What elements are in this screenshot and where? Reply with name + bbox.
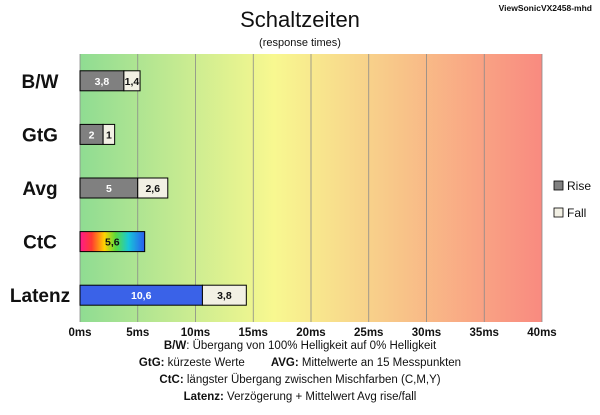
chart-title: Schaltzeiten — [240, 7, 360, 32]
footnote-gtg-text: kürzeste Werte — [164, 357, 245, 369]
corner-label: ViewSonicVX2458-mhd — [499, 3, 592, 13]
x-tick-label-20: 20ms — [296, 327, 325, 339]
footnote-bw-key: B/W — [163, 340, 187, 352]
footnote-gtg-avg: GtG: kürzeste Werte AVG: Mittelwerte an 1… — [0, 357, 600, 369]
x-tick-label-35: 35ms — [470, 327, 499, 339]
category-label-gtg: GtG — [22, 125, 58, 146]
bar-avg-fall — [137, 177, 169, 199]
footnote-avg-text: Mittelwerte an 15 Messpunkten — [298, 357, 462, 369]
bar-layer: 3,8 1,4 2 1 5 2,6 5,6 10,6 3,8 — [79, 70, 247, 306]
footnote-gtg-key: GtG: — [138, 357, 165, 369]
footnote-bw: B/W: Übergang von 100% Helligkeit auf 0%… — [0, 340, 600, 352]
data-label-b-w-fall: 1,4 — [125, 76, 140, 88]
category-label-b-w: B/W — [22, 72, 59, 93]
bar-latenz-fall — [201, 284, 247, 306]
legend-label-rise: Rise — [567, 179, 591, 193]
x-tick-label-30: 30ms — [412, 327, 441, 339]
tick-label-layer: 0ms 5ms 10ms 15ms 20ms 25ms 30ms 35ms 40ms — [68, 327, 556, 339]
category-label-latenz: Latenz — [10, 286, 70, 307]
data-label-gtg-rise: 2 — [89, 129, 95, 141]
x-tick-label-10: 10ms — [181, 327, 210, 339]
x-tick-label-0: 0ms — [68, 327, 91, 339]
data-label-latenz-rise: 10,6 — [131, 290, 152, 302]
legend-swatch-fall — [553, 207, 564, 218]
category-label-avg: Avg — [22, 179, 57, 200]
x-tick-label-5: 5ms — [126, 327, 149, 339]
category-label-ctc: CtC — [23, 233, 57, 254]
footnote-ctc-text: längster Übergang zwischen Mischfarben (… — [183, 374, 441, 386]
legend: Rise Fall — [553, 179, 591, 220]
bar-gtg-fall — [102, 123, 116, 145]
bar-ctc-rise — [79, 231, 146, 253]
legend-swatch-rise — [553, 180, 564, 191]
footnote-ctc: CtC: längster Übergang zwischen Mischfar… — [0, 374, 600, 386]
footnote-latenz-text: Verzögerung + Mittelwert Avg rise/fall — [223, 391, 417, 403]
data-label-avg-fall: 2,6 — [145, 183, 160, 195]
x-tick-label-40: 40ms — [527, 327, 556, 339]
data-label-latenz-fall: 3,8 — [217, 290, 232, 302]
data-label-gtg-fall: 1 — [106, 129, 112, 141]
chart-subtitle: (response times) — [259, 37, 341, 49]
x-tick-label-25: 25ms — [354, 327, 383, 339]
data-label-avg-rise: 5 — [106, 183, 112, 195]
x-tick-label-15: 15ms — [239, 327, 268, 339]
legend-label-fall: Fall — [567, 206, 586, 220]
footnote-avg-key: AVG: — [270, 357, 299, 369]
footnote-latenz: Latenz: Verzögerung + Mittelwert Avg ris… — [0, 391, 600, 403]
footnote-latenz-key: Latenz: — [183, 391, 224, 403]
footnote-bw-text: : Übergang von 100% Helligkeit auf 0% He… — [186, 340, 437, 352]
data-label-ctc-rise: 5,6 — [105, 237, 120, 249]
category-label-layer: B/W GtG Avg CtC Latenz — [10, 72, 70, 307]
data-label-b-w-rise: 3,8 — [95, 76, 110, 88]
bar-b-w-fall — [123, 70, 141, 92]
footnote-ctc-key: CtC: — [159, 374, 184, 386]
